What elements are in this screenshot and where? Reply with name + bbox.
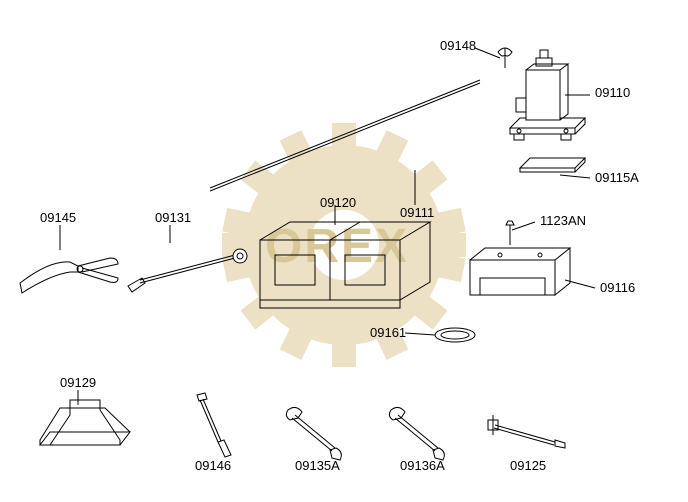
part-wrench-b [389,407,444,460]
label-09145: 09145 [40,210,76,225]
part-pliers [20,258,118,293]
part-bracket [470,248,570,295]
leader-lines [60,48,595,405]
label-09110: 09110 [595,85,630,100]
part-pad [520,158,585,172]
label-09120: 09120 [320,195,356,210]
part-toolbox [260,222,430,308]
part-wrench-a [286,407,341,460]
label-09115A: 09115A [595,170,639,185]
label-09148: 09148 [440,38,476,53]
label-09161: 09161 [370,325,406,340]
part-wingscrew [498,48,512,68]
label-09129: 09129 [60,375,96,390]
label-09136A: 09136A [400,458,445,473]
part-wheel-wrench [128,249,247,292]
label-1123AN: 1123AN [540,213,586,228]
lineart-layer [0,0,688,502]
diagram-stage: OREX [0,0,688,502]
label-09135A: 09135A [295,458,340,473]
part-rod [210,80,480,191]
label-09116: 09116 [600,280,635,295]
part-screwdriver [197,393,231,457]
part-chock [40,400,130,445]
label-09131: 09131 [155,210,191,225]
label-09111: 09111 [400,205,434,220]
part-oval-plate [435,328,475,342]
part-extension-bar [488,415,565,448]
part-screw [506,221,514,245]
label-09146: 09146 [195,458,231,473]
label-09125: 09125 [510,458,546,473]
